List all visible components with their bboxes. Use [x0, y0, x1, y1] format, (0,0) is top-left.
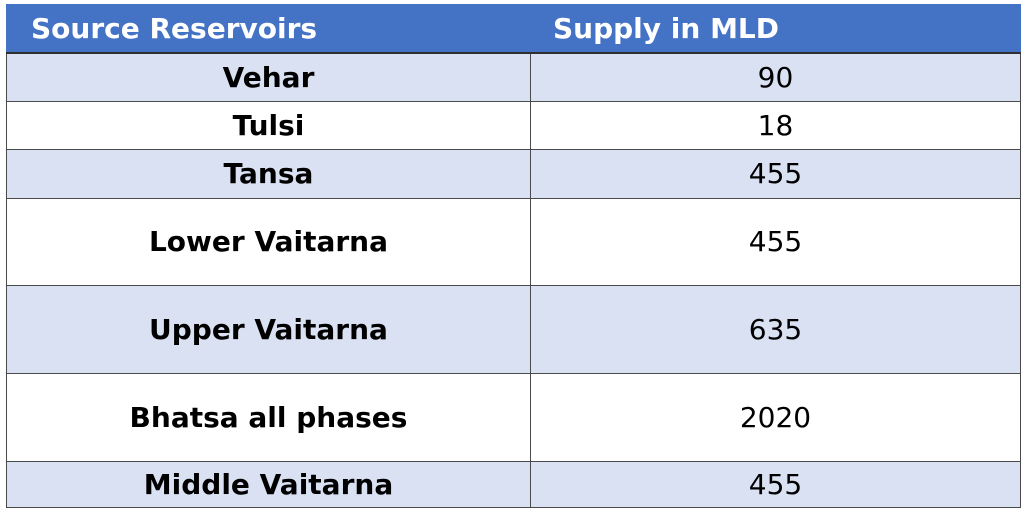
table-row: Tansa 455	[6, 149, 1021, 199]
supply-cell: 455	[530, 197, 1021, 287]
source-cell: Bhatsa all phases	[6, 372, 531, 462]
supply-cell: 90	[530, 52, 1021, 102]
reservoir-supply-table: Source Reservoirs Supply in MLD Vehar 90…	[6, 4, 1021, 509]
table-row: Middle Vaitarna 455	[6, 460, 1021, 509]
table-row: Bhatsa all phases 2020	[6, 372, 1021, 462]
table-header-row: Source Reservoirs Supply in MLD	[6, 4, 1021, 54]
table-row: Vehar 90	[6, 52, 1021, 102]
header-supply-in-mld: Supply in MLD	[530, 4, 1021, 54]
supply-cell: 18	[530, 100, 1021, 151]
supply-cell: 455	[530, 460, 1021, 509]
supply-cell: 2020	[530, 372, 1021, 462]
reservoir-supply-table-container: Source Reservoirs Supply in MLD Vehar 90…	[6, 4, 1021, 509]
source-cell: Lower Vaitarna	[6, 197, 531, 287]
source-cell: Vehar	[6, 52, 531, 102]
table-row: Upper Vaitarna 635	[6, 285, 1021, 374]
header-source-reservoirs: Source Reservoirs	[6, 4, 531, 54]
supply-cell: 455	[530, 149, 1021, 199]
source-cell: Tansa	[6, 149, 531, 199]
source-cell: Upper Vaitarna	[6, 285, 531, 374]
source-cell: Tulsi	[6, 100, 531, 151]
table-row: Tulsi 18	[6, 100, 1021, 151]
source-cell: Middle Vaitarna	[6, 460, 531, 509]
table-row: Lower Vaitarna 455	[6, 197, 1021, 287]
supply-cell: 635	[530, 285, 1021, 374]
